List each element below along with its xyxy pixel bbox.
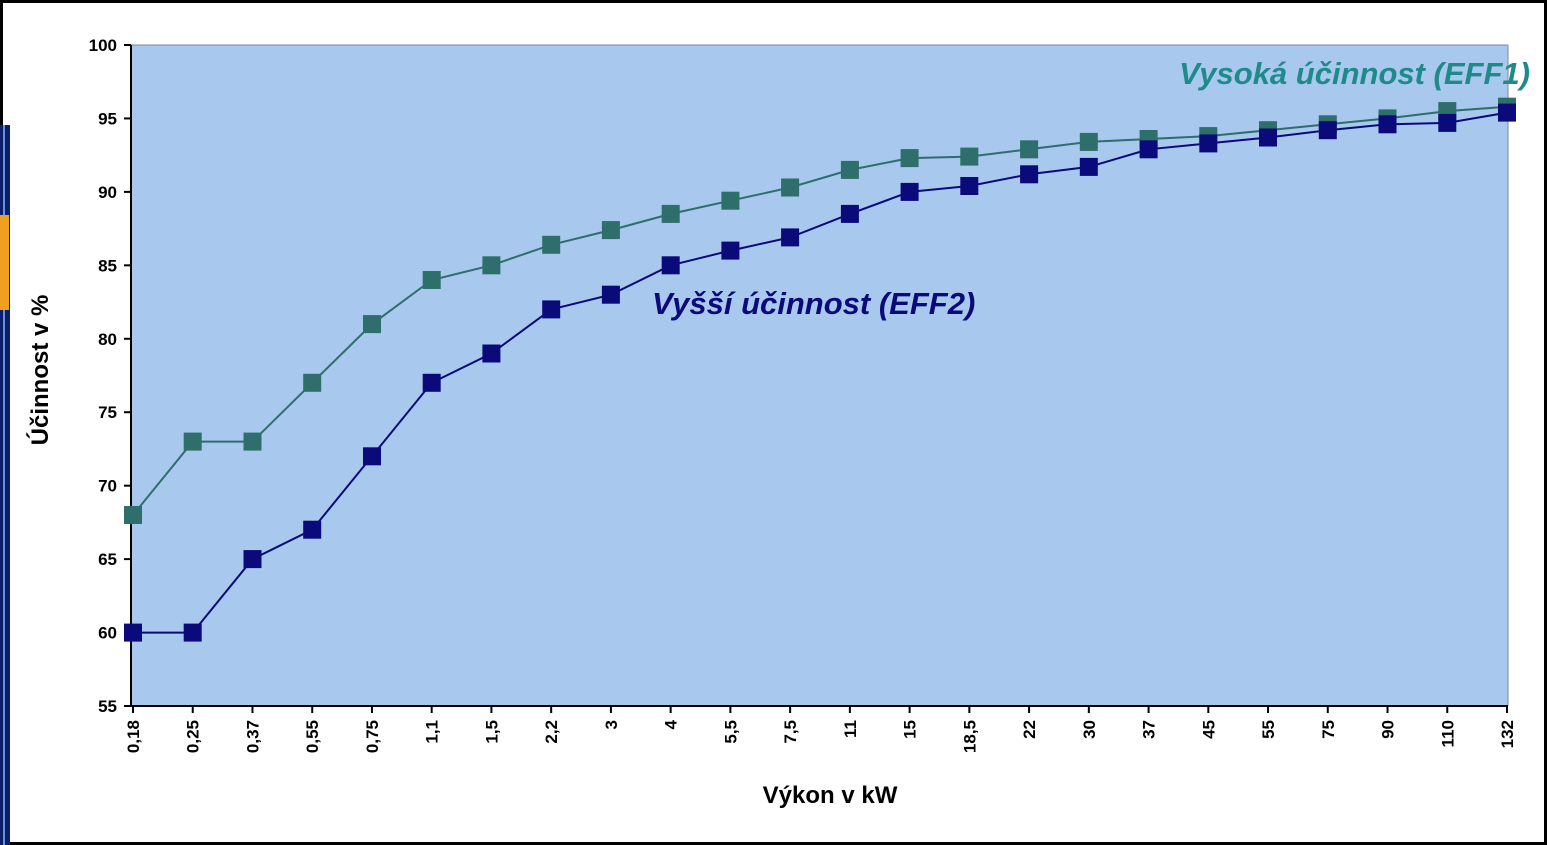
x-axis-title: Výkon v kW [763,782,898,809]
x-tick-label: 22 [1020,720,1039,739]
x-tick-label: 1,5 [482,720,501,744]
x-tick-label: 110 [1438,720,1457,747]
point-eff2 [900,182,919,201]
x-tick-label: 90 [1379,720,1398,739]
y-tick-label: 75 [98,403,117,422]
x-tick-label: 0,18 [124,720,143,753]
point-eff2 [1020,165,1039,184]
point-eff1 [661,204,680,223]
point-eff2 [601,285,620,304]
series-label-eff2: Vyšší účinnost (EFF2) [652,286,975,321]
point-eff2 [840,204,859,223]
point-eff1 [303,373,322,392]
left-accent [0,215,9,310]
point-eff1 [422,271,441,289]
x-tick-label: 30 [1080,720,1099,739]
x-tick-label: 2,2 [542,720,561,744]
x-tick-label: 3 [602,720,621,729]
point-eff2 [1139,140,1158,159]
point-eff1 [542,235,561,254]
point-eff1 [601,221,620,240]
point-eff2 [542,300,561,319]
point-eff1 [1020,140,1039,159]
point-eff1 [183,432,202,451]
point-eff2 [1199,134,1218,153]
point-eff2 [482,344,501,363]
point-eff2 [363,447,381,466]
y-tick-label: 90 [98,183,117,202]
point-eff2 [1079,157,1098,176]
x-tick-label: 7,5 [781,720,800,744]
y-tick-label: 80 [98,330,117,349]
x-tick-label: 0,75 [363,720,382,753]
series-points [124,97,1516,642]
point-eff1 [243,432,262,451]
point-eff2 [1378,115,1397,134]
x-tick-label: 18,5 [960,720,979,753]
y-tick-label: 95 [98,109,117,128]
y-tick-label: 100 [89,36,117,55]
point-eff2 [960,177,979,195]
y-tick-label: 65 [98,550,117,569]
point-eff2 [243,550,262,569]
point-eff1 [900,149,919,168]
point-eff2 [124,623,142,642]
point-eff1 [721,191,740,210]
y-tick-label: 60 [98,624,117,643]
point-eff1 [781,178,800,197]
y-tick-label: 85 [98,256,117,275]
series-label-eff1: Vysoká účinnost (EFF1) [1179,56,1530,91]
series-line-eff1 [132,105,1508,516]
series-lines [132,105,1508,634]
point-eff1 [124,506,142,524]
x-tick-label: 0,55 [303,720,322,753]
point-eff2 [1318,121,1337,140]
y-tick-label: 55 [98,697,117,716]
x-tick-label: 4 [662,719,681,729]
x-tick-label: 5,5 [721,720,740,744]
axes [130,45,1508,707]
point-eff2 [303,520,322,539]
point-eff2 [661,256,680,275]
point-eff2 [183,623,202,642]
point-eff2 [781,228,800,247]
y-axis-title: Účinnost v % [26,295,54,446]
x-tick-label: 0,25 [184,720,203,753]
x-tick-label: 37 [1140,720,1159,739]
point-eff2 [1438,113,1457,132]
point-eff2 [721,241,740,260]
point-eff1 [482,256,501,275]
point-eff1 [1079,132,1098,151]
x-tick-label: 1,1 [423,720,442,744]
x-tick-label: 55 [1259,720,1278,739]
x-tick-label: 132 [1498,720,1517,748]
x-tick-label: 75 [1319,720,1338,739]
x-tick-label: 11 [841,720,860,738]
plot-area [131,45,1508,706]
point-eff2 [1259,128,1277,147]
x-axis-ticks: 0,18 0,25 0,37 0,55 0,75 1,1 1,5 2,2 3 4 5,5 7,5 11 1… [124,706,1517,753]
series-line-eff2 [133,111,1508,634]
x-tick-label: 0,37 [243,720,262,753]
y-tick-label: 70 [98,477,117,496]
point-eff2 [422,373,441,392]
point-eff1 [363,315,381,334]
point-eff1 [960,147,979,166]
left-strip-highlight [3,125,5,845]
point-eff1 [840,160,859,179]
point-eff2 [1498,103,1516,122]
x-tick-label: 15 [901,720,920,739]
x-tick-label: 45 [1199,720,1218,739]
